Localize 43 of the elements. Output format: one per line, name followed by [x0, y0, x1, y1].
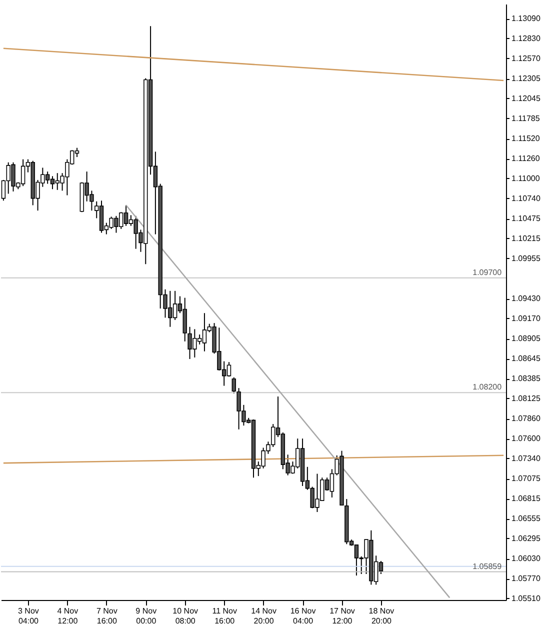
y-tick-label: 1.12305 — [512, 74, 541, 84]
y-tick-label: 1.09170 — [512, 314, 541, 323]
x-tick-label: 14 Nov 20:00 — [251, 606, 276, 625]
y-tick-label: 1.08905 — [512, 334, 541, 344]
y-tick-label: 1.13090 — [512, 14, 541, 24]
y-tick-label: 1.06295 — [512, 534, 541, 543]
y-tick-label: 1.05510 — [512, 594, 541, 603]
y-tick-label: 1.12830 — [512, 34, 541, 43]
y-tick-label: 1.11260 — [512, 154, 540, 164]
y-tick-label: 1.06030 — [512, 554, 541, 564]
y-tick-label: 1.09955 — [512, 254, 541, 263]
x-tick-label: 4 Nov 12:00 — [57, 606, 78, 625]
x-tick-label: 7 Nov 16:00 — [96, 606, 118, 625]
x-tick-label: 10 Nov 08:00 — [172, 606, 198, 625]
y-tick-label: 1.12045 — [512, 94, 541, 103]
y-tick-label: 1.08125 — [512, 394, 541, 403]
y-tick-label: 1.11000 — [512, 174, 540, 183]
y-tick-label: 1.05770 — [512, 574, 541, 584]
y-tick-label: 1.10215 — [512, 234, 541, 243]
y-tick-label: 1.11785 — [512, 114, 540, 123]
x-tick-label: 11 Nov 16:00 — [212, 606, 237, 625]
y-tick-label: 1.07340 — [512, 454, 541, 463]
y-tick-label: 1.10475 — [512, 214, 541, 224]
y-tick-label: 1.11520 — [512, 134, 540, 144]
x-tick-label: 3 Nov 04:00 — [18, 606, 40, 625]
ref-line-label: 1.05859 — [472, 562, 502, 571]
y-tick-label: 1.06555 — [512, 514, 541, 524]
y-tick-label: 1.10740 — [512, 194, 541, 203]
ref-line-label: 1.08200 — [472, 382, 502, 392]
y-tick-label: 1.07075 — [512, 474, 541, 484]
x-tick-label: 9 Nov 00:00 — [136, 606, 157, 625]
y-tick-label: 1.12570 — [512, 54, 541, 63]
candlestick — [232, 376, 236, 394]
y-tick-label: 1.07860 — [512, 414, 541, 424]
y-tick-label: 1.08385 — [512, 374, 541, 384]
ref-line-label: 1.09700 — [472, 268, 502, 277]
x-tick-label: 17 Nov 12:00 — [330, 606, 355, 625]
y-tick-label: 1.07600 — [512, 434, 541, 444]
y-tick-label: 1.08645 — [512, 354, 541, 364]
x-tick-label: 18 Nov 20:00 — [368, 606, 394, 625]
y-tick-label: 1.06815 — [512, 494, 541, 504]
x-tick-label: 16 Nov 04:00 — [290, 606, 316, 625]
y-tick-label: 1.09430 — [512, 294, 541, 304]
